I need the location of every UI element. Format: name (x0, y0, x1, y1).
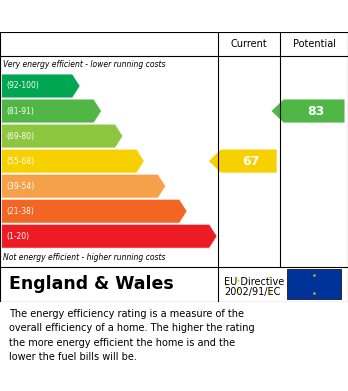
Text: 83: 83 (307, 104, 325, 118)
Polygon shape (2, 99, 101, 123)
Text: (69-80): (69-80) (6, 131, 34, 140)
FancyBboxPatch shape (287, 269, 341, 299)
Text: B: B (103, 104, 113, 118)
Text: Energy Efficiency Rating: Energy Efficiency Rating (9, 9, 211, 23)
Text: Very energy efficient - lower running costs: Very energy efficient - lower running co… (3, 60, 166, 69)
Text: E: E (167, 179, 176, 193)
Polygon shape (2, 224, 217, 248)
Text: (55-68): (55-68) (6, 156, 34, 166)
Polygon shape (2, 199, 187, 223)
Text: England & Wales: England & Wales (9, 275, 173, 293)
Text: 2002/91/EC: 2002/91/EC (224, 287, 281, 297)
Text: A: A (82, 79, 92, 93)
Text: Current: Current (230, 39, 267, 49)
Polygon shape (209, 149, 277, 173)
Text: (21-38): (21-38) (6, 207, 34, 216)
Text: Not energy efficient - higher running costs: Not energy efficient - higher running co… (3, 253, 166, 262)
Polygon shape (2, 74, 80, 98)
Polygon shape (2, 124, 123, 148)
Text: G: G (219, 230, 229, 243)
Polygon shape (2, 149, 144, 173)
Text: (81-91): (81-91) (6, 106, 34, 115)
Text: D: D (146, 154, 156, 168)
Polygon shape (2, 174, 166, 198)
Text: (1-20): (1-20) (6, 232, 29, 241)
Text: (92-100): (92-100) (6, 81, 39, 90)
Text: C: C (125, 129, 134, 143)
Polygon shape (271, 99, 345, 123)
Text: (39-54): (39-54) (6, 182, 34, 191)
Text: 67: 67 (242, 154, 259, 168)
Text: The energy efficiency rating is a measure of the
overall efficiency of a home. T: The energy efficiency rating is a measur… (9, 309, 254, 362)
Text: EU Directive: EU Directive (224, 278, 285, 287)
Text: F: F (189, 204, 197, 218)
Text: Potential: Potential (293, 39, 335, 49)
